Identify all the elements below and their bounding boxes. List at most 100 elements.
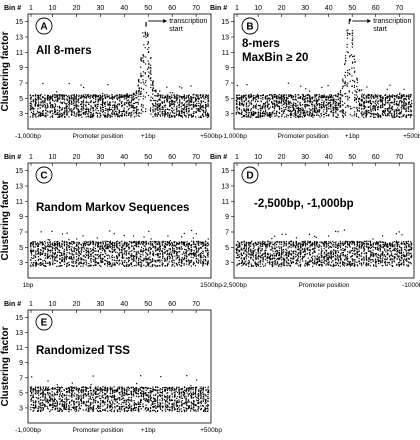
data-point — [66, 263, 68, 265]
data-point — [152, 254, 154, 256]
data-point — [126, 257, 128, 260]
data-point — [347, 29, 349, 31]
data-point — [78, 248, 80, 250]
data-point — [158, 105, 161, 107]
data-point — [281, 109, 283, 112]
data-point — [172, 108, 174, 110]
data-point — [183, 264, 185, 266]
data-point — [49, 101, 51, 103]
data-point — [354, 60, 356, 63]
data-point — [76, 253, 78, 256]
data-point — [39, 249, 42, 251]
data-point — [207, 115, 210, 117]
data-point — [135, 245, 137, 247]
data-point — [192, 103, 194, 105]
data-point — [37, 249, 39, 251]
data-point — [145, 249, 147, 251]
data-point — [81, 103, 83, 105]
data-point — [351, 42, 353, 44]
data-point — [352, 37, 354, 39]
data-point — [151, 258, 154, 260]
data-point — [259, 104, 261, 106]
data-point — [92, 112, 95, 115]
data-point — [152, 103, 154, 106]
data-point — [128, 252, 130, 255]
panel-title: Random Markov Sequences — [36, 202, 189, 214]
data-point — [42, 251, 44, 253]
bin-tick-label: 30 — [301, 5, 309, 12]
data-point — [255, 116, 258, 118]
data-point — [40, 93, 42, 96]
data-point — [112, 111, 114, 113]
data-point — [133, 94, 136, 96]
data-point — [182, 258, 185, 261]
data-point — [164, 95, 166, 97]
data-point — [291, 111, 293, 113]
data-point — [300, 111, 302, 114]
data-point — [89, 265, 91, 267]
data-point — [186, 241, 188, 243]
data-point — [396, 109, 398, 111]
data-point — [376, 106, 379, 109]
data-point — [163, 252, 165, 254]
data-point — [32, 101, 35, 103]
data-point — [143, 245, 145, 247]
data-point — [260, 100, 262, 102]
data-point — [44, 100, 46, 102]
data-point — [240, 97, 242, 99]
data-point — [185, 253, 187, 255]
data-point — [73, 107, 75, 110]
data-point — [187, 243, 190, 245]
data-point — [359, 102, 361, 104]
data-point — [104, 105, 106, 107]
data-point — [68, 95, 70, 97]
data-point — [178, 259, 180, 262]
data-point — [142, 104, 144, 106]
data-point — [49, 97, 51, 99]
data-point — [377, 115, 379, 117]
data-point — [152, 116, 154, 118]
data-point — [351, 32, 353, 34]
data-point — [248, 94, 250, 96]
data-point — [86, 262, 88, 264]
data-point — [347, 95, 349, 97]
data-point — [140, 105, 142, 107]
data-point — [199, 103, 202, 105]
data-point — [318, 111, 320, 113]
data-point — [257, 95, 259, 97]
data-point — [116, 111, 118, 113]
data-point — [121, 95, 123, 97]
data-point — [266, 98, 268, 100]
data-point — [138, 90, 140, 92]
data-point — [111, 243, 113, 245]
data-point — [52, 104, 54, 106]
data-point — [125, 251, 127, 253]
data-point — [118, 253, 120, 255]
data-point — [159, 256, 161, 259]
data-point — [240, 112, 242, 114]
data-point — [250, 111, 252, 113]
data-point — [308, 100, 311, 102]
data-point — [245, 97, 247, 99]
data-point — [299, 107, 301, 109]
data-point — [94, 257, 96, 259]
data-point — [321, 86, 323, 89]
data-point — [369, 109, 372, 111]
data-point — [45, 108, 47, 110]
data-point — [150, 248, 152, 250]
data-point — [164, 248, 166, 251]
data-point — [85, 116, 87, 118]
data-point — [85, 241, 88, 244]
data-point — [344, 76, 347, 78]
data-point — [366, 86, 368, 88]
data-point — [320, 97, 322, 99]
data-point — [321, 106, 323, 109]
data-point — [80, 251, 83, 253]
data-point — [283, 106, 285, 108]
data-point — [87, 110, 90, 112]
data-point — [188, 114, 190, 117]
data-point — [382, 97, 384, 99]
data-point — [112, 109, 114, 112]
data-point — [46, 262, 48, 264]
data-point — [306, 97, 308, 99]
